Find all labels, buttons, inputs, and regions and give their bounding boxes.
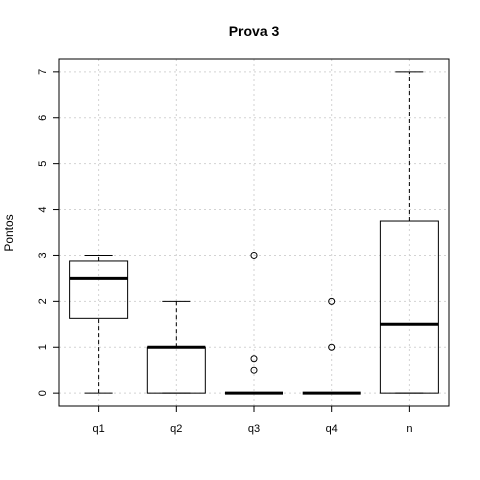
x-tick-label-q3: q3	[248, 423, 260, 435]
y-tick-label: 2	[37, 298, 49, 304]
y-tick-label: 4	[37, 206, 49, 212]
grid-lines	[59, 59, 449, 406]
chart-title: Prova 3	[229, 23, 280, 39]
y-tick-label: 7	[37, 69, 49, 75]
x-axis: q1 q2 q3 q4 n	[92, 406, 412, 435]
x-tick-label-q2: q2	[170, 423, 182, 435]
x-tick-label-q4: q4	[326, 423, 338, 435]
y-axis: 0 1 2 3 4 5 6 7	[37, 69, 59, 396]
y-tick-label: 5	[37, 161, 49, 167]
y-tick-label: 0	[37, 390, 49, 396]
x-tick-label-n: n	[406, 423, 412, 435]
y-tick-label: 6	[37, 115, 49, 121]
box-rect	[379, 220, 439, 394]
outlier-point	[250, 251, 258, 259]
outlier-point	[250, 355, 258, 363]
x-tick-label-q1: q1	[92, 423, 104, 435]
boxes	[69, 71, 439, 395]
outlier-point	[250, 366, 258, 374]
outlier-point	[328, 343, 336, 351]
y-axis-label: Pontos	[2, 214, 16, 251]
y-tick-label: 1	[37, 344, 49, 350]
box-q1	[69, 254, 129, 394]
box-q3	[225, 251, 283, 395]
plot-frame	[58, 58, 450, 407]
outlier-point	[328, 297, 336, 305]
y-tick-label: 3	[37, 252, 49, 258]
box-rect	[69, 260, 129, 319]
box-n	[379, 71, 439, 394]
box-q2	[146, 300, 206, 394]
box-q4	[302, 297, 361, 395]
